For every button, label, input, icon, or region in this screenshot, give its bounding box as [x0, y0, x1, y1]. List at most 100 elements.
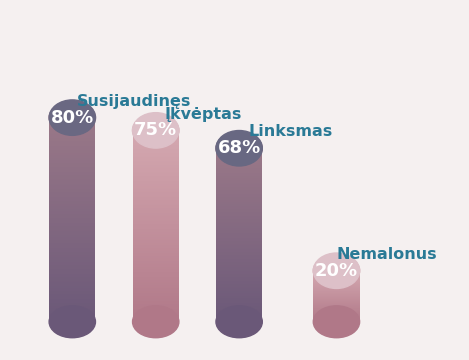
Bar	[49, 209, 96, 211]
Bar	[216, 243, 262, 245]
Bar	[133, 140, 179, 141]
Bar	[216, 270, 262, 271]
Ellipse shape	[49, 306, 96, 338]
Bar	[313, 318, 360, 319]
Bar	[216, 232, 262, 234]
Bar	[313, 275, 360, 276]
Text: 80%: 80%	[51, 109, 94, 127]
Bar	[49, 145, 96, 147]
Ellipse shape	[133, 113, 179, 148]
Bar	[49, 286, 96, 288]
Bar	[313, 286, 360, 287]
Bar	[133, 231, 179, 233]
Bar	[49, 271, 96, 273]
Bar	[49, 129, 96, 131]
Bar	[313, 307, 360, 308]
Bar	[49, 121, 96, 123]
Bar	[216, 296, 262, 297]
Bar	[133, 304, 179, 306]
Bar	[313, 271, 360, 272]
Bar	[133, 221, 179, 223]
Bar	[216, 177, 262, 179]
Bar	[313, 289, 360, 290]
Bar	[133, 135, 179, 137]
Text: 75%: 75%	[134, 121, 177, 139]
Bar	[133, 224, 179, 226]
Bar	[49, 143, 96, 145]
Bar	[216, 251, 262, 252]
Bar	[133, 176, 179, 178]
Bar	[313, 291, 360, 292]
Ellipse shape	[313, 306, 360, 338]
Bar	[313, 310, 360, 311]
Bar	[49, 303, 96, 305]
Bar	[313, 291, 360, 292]
Bar	[49, 190, 96, 193]
Bar	[133, 149, 179, 151]
Bar	[216, 285, 262, 287]
Bar	[49, 160, 96, 162]
Bar	[49, 158, 96, 160]
Bar	[216, 275, 262, 277]
Bar	[216, 168, 262, 170]
Bar	[133, 132, 179, 134]
Bar	[216, 278, 262, 280]
Bar	[313, 321, 360, 322]
Bar	[216, 157, 262, 158]
Ellipse shape	[49, 100, 96, 135]
Bar	[49, 197, 96, 199]
Bar	[313, 305, 360, 306]
Bar	[49, 235, 96, 237]
Bar	[49, 233, 96, 235]
Bar	[216, 194, 262, 196]
Bar	[216, 151, 262, 153]
Bar	[133, 293, 179, 295]
Bar	[49, 311, 96, 313]
Bar	[216, 297, 262, 299]
Bar	[133, 154, 179, 156]
Bar	[49, 252, 96, 254]
Bar	[133, 208, 179, 210]
Bar	[313, 294, 360, 295]
Bar	[313, 305, 360, 306]
Bar	[216, 320, 262, 322]
Bar	[49, 124, 96, 126]
Text: 20%: 20%	[315, 262, 358, 280]
Bar	[313, 284, 360, 285]
Bar	[49, 117, 96, 119]
Bar	[313, 299, 360, 300]
Bar	[133, 302, 179, 304]
Bar	[313, 300, 360, 301]
Bar	[49, 174, 96, 175]
Bar	[216, 174, 262, 176]
Bar	[49, 218, 96, 220]
Bar	[133, 299, 179, 301]
Bar	[49, 167, 96, 168]
Bar	[49, 119, 96, 121]
Bar	[216, 217, 262, 219]
Bar	[313, 280, 360, 281]
Bar	[216, 173, 262, 174]
Bar	[49, 250, 96, 252]
Bar	[133, 315, 179, 317]
Bar	[49, 262, 96, 264]
Bar	[133, 275, 179, 277]
Bar	[49, 208, 96, 210]
Bar	[313, 316, 360, 317]
Bar	[49, 248, 96, 250]
Bar	[133, 283, 179, 285]
Bar	[49, 168, 96, 170]
Bar	[49, 162, 96, 163]
Bar	[133, 145, 179, 146]
Bar	[216, 265, 262, 267]
Bar	[133, 296, 179, 298]
Ellipse shape	[313, 255, 360, 287]
Bar	[133, 213, 179, 215]
Bar	[313, 272, 360, 273]
Bar	[49, 264, 96, 266]
Bar	[49, 225, 96, 226]
Bar	[216, 274, 262, 275]
Bar	[133, 280, 179, 282]
Bar	[133, 197, 179, 199]
Bar	[49, 315, 96, 317]
